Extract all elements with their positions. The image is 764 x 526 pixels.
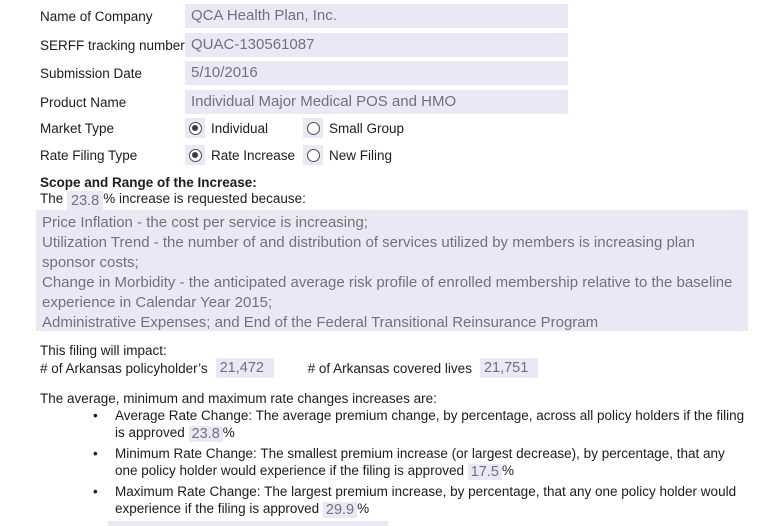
- scope-heading: Scope and Range of the Increase:: [40, 175, 257, 190]
- radio-button-icon[interactable]: [188, 121, 202, 135]
- covered-lives-label: # of Arkansas covered lives: [307, 360, 472, 376]
- radio-option-new-filing[interactable]: New Filing: [303, 145, 392, 165]
- radio-field-bg: [185, 118, 205, 138]
- bullet-icon: •: [93, 484, 98, 499]
- list-item-maximum-rate-change: • Maximum Rate Change: The largest premi…: [88, 483, 750, 518]
- minimum-rate-change-field[interactable]: 17.5: [467, 464, 502, 480]
- rate-changes-heading: The average, minimum and maximum rate ch…: [40, 391, 437, 406]
- minimum-rate-change-text: Minimum Rate Change: The smallest premiu…: [115, 445, 750, 480]
- field-row-company: Name of Company QCA Health Plan, Inc.: [40, 4, 568, 28]
- rate-filing-type-label: Rate Filing Type: [40, 147, 138, 163]
- radio-button-icon[interactable]: [306, 121, 320, 135]
- product-name-label: Product Name: [40, 94, 127, 110]
- radio-field-bg: [303, 145, 323, 165]
- percent-sign: %: [222, 425, 235, 440]
- submission-date-label: Submission Date: [40, 65, 143, 81]
- scope-intro-line: The 23.8% increase is requested because:: [40, 191, 306, 211]
- radio-button-icon[interactable]: [306, 148, 320, 162]
- radio-label-rate-increase: Rate Increase: [211, 147, 296, 163]
- serff-label: SERFF tracking number: [40, 37, 185, 53]
- scope-intro-suffix: % increase is requested because:: [103, 191, 306, 206]
- company-field[interactable]: QCA Health Plan, Inc.: [185, 4, 568, 28]
- scope-intro-prefix: The: [40, 191, 68, 206]
- radio-option-individual[interactable]: Individual: [185, 118, 303, 138]
- policyholders-count-field[interactable]: 21,472: [215, 358, 274, 378]
- submission-date-field[interactable]: 5/10/2016: [185, 61, 568, 85]
- average-rate-change-field[interactable]: 23.8: [188, 426, 223, 442]
- covered-lives-count-field[interactable]: 21,751: [479, 358, 538, 378]
- radio-label-new-filing: New Filing: [329, 147, 393, 163]
- minimum-rate-change-description: Minimum Rate Change: The smallest premiu…: [115, 446, 725, 478]
- radio-label-small-group: Small Group: [329, 120, 405, 136]
- maximum-rate-change-field[interactable]: 29.9: [322, 502, 358, 518]
- field-row-submission-date: Submission Date 5/10/2016: [40, 61, 568, 85]
- field-row-product-name: Product Name Individual Major Medical PO…: [40, 90, 568, 114]
- increase-percent-field[interactable]: 23.8: [67, 191, 104, 211]
- field-row-serff: SERFF tracking number QUAC-130561087: [40, 33, 568, 57]
- market-type-label: Market Type: [40, 120, 115, 136]
- radio-row-market-type: Market Type Individual Small Group: [40, 117, 404, 139]
- rate-changes-list: • Average Rate Change: The average premi…: [88, 407, 750, 521]
- radio-label-individual: Individual: [211, 120, 269, 136]
- percent-sign: %: [501, 463, 514, 478]
- radio-field-bg: [303, 118, 323, 138]
- radio-field-bg: [185, 145, 205, 165]
- company-label: Name of Company: [40, 8, 153, 24]
- radio-row-rate-filing-type: Rate Filing Type Rate Increase New Filin…: [40, 144, 392, 166]
- average-rate-change-description: Average Rate Change: The average premium…: [115, 408, 745, 440]
- radio-option-small-group[interactable]: Small Group: [303, 118, 404, 138]
- maximum-rate-change-description: Maximum Rate Change: The largest premium…: [115, 484, 737, 516]
- bullet-icon: •: [93, 446, 98, 461]
- list-item-average-rate-change: • Average Rate Change: The average premi…: [88, 407, 750, 442]
- product-name-field[interactable]: Individual Major Medical POS and HMO: [185, 90, 568, 114]
- radio-button-icon[interactable]: [188, 148, 202, 162]
- percent-sign: %: [357, 501, 370, 516]
- impact-heading: This filing will impact:: [40, 343, 167, 358]
- average-rate-change-text: Average Rate Change: The average premium…: [115, 407, 750, 442]
- policyholders-label: # of Arkansas policyholder’s: [40, 360, 208, 376]
- increase-reasons-textarea[interactable]: Price Inflation - the cost per service i…: [36, 210, 748, 331]
- list-item-minimum-rate-change: • Minimum Rate Change: The smallest prem…: [88, 445, 750, 480]
- bullet-icon: •: [93, 408, 98, 423]
- impact-line: # of Arkansas policyholder’s 21,472 # of…: [40, 358, 538, 378]
- serff-field[interactable]: QUAC-130561087: [185, 33, 568, 57]
- maximum-rate-change-text: Maximum Rate Change: The largest premium…: [115, 483, 750, 518]
- radio-option-rate-increase[interactable]: Rate Increase: [185, 145, 303, 165]
- next-field-cutoff: [108, 521, 388, 526]
